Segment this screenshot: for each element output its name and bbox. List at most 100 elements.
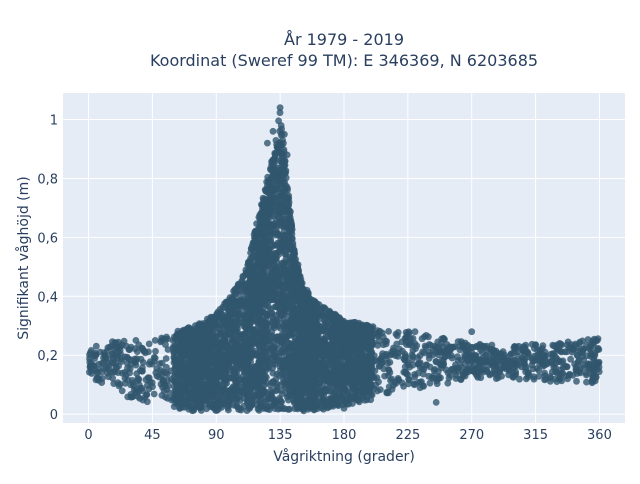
data-point bbox=[270, 200, 277, 207]
data-point bbox=[286, 406, 293, 413]
data-point bbox=[270, 370, 277, 377]
data-point bbox=[318, 404, 325, 411]
data-point bbox=[274, 387, 281, 394]
data-point bbox=[197, 402, 204, 409]
data-point bbox=[99, 369, 106, 376]
data-point bbox=[523, 375, 530, 382]
data-point bbox=[272, 255, 279, 262]
data-point bbox=[564, 342, 571, 349]
data-point bbox=[511, 357, 518, 364]
data-point bbox=[143, 376, 150, 383]
data-point bbox=[477, 357, 484, 364]
data-point bbox=[356, 355, 363, 362]
data-point bbox=[521, 358, 528, 365]
data-point bbox=[281, 310, 288, 317]
data-point bbox=[580, 346, 587, 353]
data-point bbox=[135, 375, 142, 382]
data-point bbox=[175, 371, 182, 378]
data-point bbox=[204, 372, 211, 379]
data-point bbox=[460, 342, 467, 349]
data-point bbox=[558, 378, 565, 385]
data-point bbox=[483, 359, 490, 366]
data-point bbox=[99, 360, 106, 367]
data-point bbox=[357, 348, 364, 355]
data-point bbox=[383, 341, 390, 348]
data-point bbox=[161, 388, 168, 395]
data-point bbox=[346, 341, 353, 348]
data-point bbox=[324, 322, 331, 329]
data-point bbox=[511, 364, 518, 371]
data-point bbox=[319, 388, 326, 395]
data-point bbox=[281, 260, 288, 267]
data-point bbox=[306, 355, 313, 362]
data-point bbox=[596, 364, 603, 371]
data-point bbox=[350, 369, 357, 376]
data-point bbox=[236, 281, 243, 288]
data-point bbox=[171, 349, 178, 356]
data-point bbox=[217, 306, 224, 313]
data-point bbox=[583, 372, 590, 379]
data-point bbox=[361, 397, 368, 404]
data-point bbox=[310, 336, 317, 343]
data-point bbox=[252, 228, 259, 235]
data-point bbox=[385, 328, 392, 335]
data-point bbox=[328, 316, 335, 323]
data-point bbox=[205, 360, 212, 367]
data-point bbox=[317, 374, 324, 381]
data-point bbox=[146, 341, 153, 348]
data-point bbox=[273, 352, 280, 359]
data-point bbox=[550, 364, 557, 371]
data-point bbox=[501, 352, 508, 359]
data-point bbox=[299, 298, 306, 305]
data-point bbox=[185, 395, 192, 402]
data-point bbox=[293, 383, 300, 390]
data-point bbox=[443, 367, 450, 374]
data-point bbox=[564, 363, 571, 370]
data-point bbox=[324, 378, 331, 385]
data-point bbox=[388, 376, 395, 383]
data-point bbox=[263, 405, 270, 412]
data-point bbox=[249, 311, 256, 318]
data-point bbox=[406, 330, 413, 337]
data-point bbox=[423, 332, 430, 339]
data-point bbox=[177, 348, 184, 355]
data-point bbox=[253, 374, 260, 381]
data-point bbox=[258, 225, 265, 232]
data-point bbox=[214, 364, 221, 371]
data-point bbox=[511, 343, 518, 350]
data-point bbox=[149, 379, 156, 386]
data-point bbox=[235, 378, 242, 385]
data-point bbox=[415, 361, 422, 368]
data-point bbox=[541, 377, 548, 384]
data-point bbox=[152, 337, 159, 344]
data-point bbox=[547, 378, 554, 385]
data-point bbox=[282, 232, 289, 239]
data-point bbox=[383, 389, 390, 396]
data-point bbox=[104, 348, 111, 355]
data-point bbox=[135, 393, 142, 400]
data-point bbox=[483, 352, 490, 359]
data-point bbox=[279, 405, 286, 412]
data-point bbox=[390, 382, 397, 389]
data-point bbox=[143, 391, 150, 398]
data-point bbox=[259, 269, 266, 276]
data-point bbox=[411, 381, 418, 388]
data-point bbox=[596, 346, 603, 353]
data-point bbox=[417, 352, 424, 359]
data-point bbox=[370, 339, 377, 346]
data-point bbox=[531, 373, 538, 380]
data-point bbox=[184, 353, 191, 360]
data-point bbox=[254, 275, 261, 282]
data-point bbox=[297, 306, 304, 313]
data-point bbox=[263, 188, 270, 195]
data-point bbox=[305, 290, 312, 297]
data-point bbox=[516, 376, 523, 383]
data-point bbox=[435, 368, 442, 375]
data-point bbox=[288, 326, 295, 333]
data-point bbox=[230, 383, 237, 390]
data-point bbox=[413, 342, 420, 349]
data-point bbox=[204, 320, 211, 327]
data-point bbox=[278, 280, 285, 287]
data-point bbox=[261, 376, 268, 383]
